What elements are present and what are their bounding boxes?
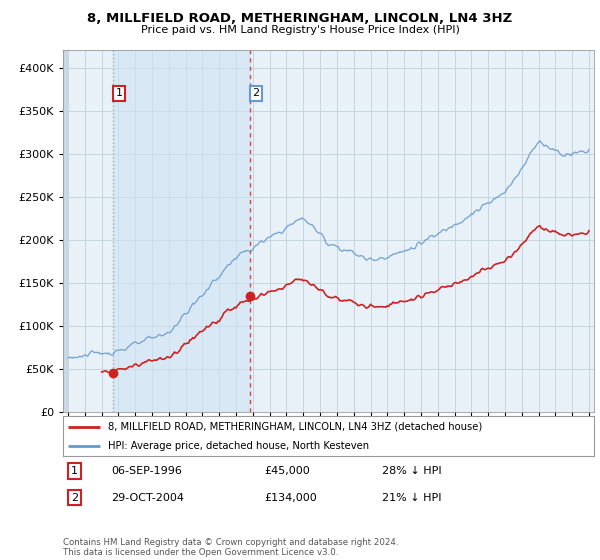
Bar [113,50,250,412]
Text: £134,000: £134,000 [265,492,317,502]
Text: HPI: Average price, detached house, North Kesteven: HPI: Average price, detached house, Nort… [108,441,369,450]
Bar [63,50,68,412]
Text: 1: 1 [115,88,122,99]
Text: 8, MILLFIELD ROAD, METHERINGHAM, LINCOLN, LN4 3HZ: 8, MILLFIELD ROAD, METHERINGHAM, LINCOLN… [88,12,512,25]
Text: Price paid vs. HM Land Registry's House Price Index (HPI): Price paid vs. HM Land Registry's House … [140,25,460,35]
Text: 1: 1 [71,466,78,476]
Text: Contains HM Land Registry data © Crown copyright and database right 2024.
This d: Contains HM Land Registry data © Crown c… [63,538,398,557]
Text: 28% ↓ HPI: 28% ↓ HPI [382,466,441,476]
Text: 06-SEP-1996: 06-SEP-1996 [111,466,182,476]
Text: £45,000: £45,000 [265,466,311,476]
Text: 2: 2 [71,492,78,502]
Text: 29-OCT-2004: 29-OCT-2004 [111,492,184,502]
Text: 8, MILLFIELD ROAD, METHERINGHAM, LINCOLN, LN4 3HZ (detached house): 8, MILLFIELD ROAD, METHERINGHAM, LINCOLN… [108,422,482,432]
Text: 2: 2 [253,88,260,99]
Text: 21% ↓ HPI: 21% ↓ HPI [382,492,441,502]
